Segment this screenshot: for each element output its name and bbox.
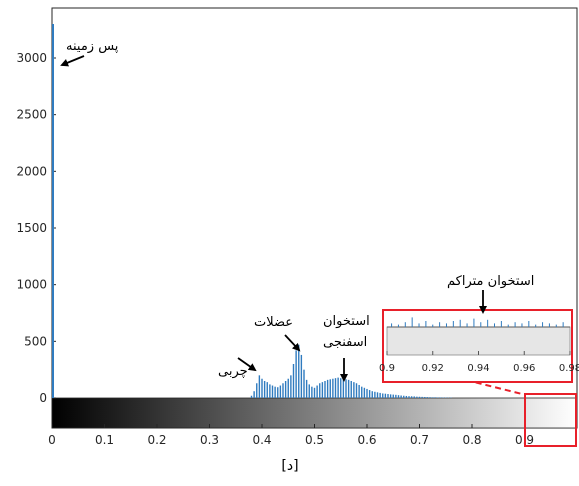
x-tick-label: 0 [48, 433, 56, 447]
annotation-fat: چربی [218, 364, 248, 379]
y-tick-label: 0 [39, 391, 47, 405]
inset-x-tick-label: 0.92 [422, 363, 444, 374]
zoom-inset: 0.9 0.92 0.94 0.96 0.98 [379, 309, 579, 383]
y-tick-label: 1500 [16, 221, 47, 235]
annotation-dense-bone: استخوان متراکم [447, 274, 534, 289]
annotation-muscle: عضلات [254, 315, 293, 330]
annotation-spongy-bone-line1: استخوان [323, 314, 370, 329]
arrow-background [60, 55, 85, 67]
x-axis: 0 0.1 0.2 0.3 0.4 0.5 0.6 0.7 0.8 0.9 [48, 424, 534, 447]
histogram-bars [52, 24, 452, 398]
inset-x-axis: 0.9 0.92 0.94 0.96 0.98 [379, 351, 579, 374]
y-tick-label: 2000 [16, 164, 47, 178]
x-tick-label: 0.5 [305, 433, 324, 447]
inset-histogram-bars [391, 317, 564, 327]
y-tick-label: 500 [24, 334, 47, 348]
colorbar [51, 397, 578, 429]
annotation-background: پس زمینه [66, 39, 119, 54]
x-tick-label: 0.6 [357, 433, 376, 447]
x-tick-label: 0.2 [147, 433, 166, 447]
inset-x-tick-label: 0.98 [559, 363, 579, 374]
arrow-muscle [284, 334, 301, 352]
x-tick-label: 0.8 [462, 433, 481, 447]
annotation-spongy-bone-line2: اسفنجی [323, 335, 367, 350]
y-tick-label: 3000 [16, 51, 47, 65]
x-tick-label: 0.7 [410, 433, 429, 447]
arrow-fat [237, 357, 257, 372]
y-tick-label: 2500 [16, 108, 47, 122]
inset-colorbar [386, 326, 571, 356]
inset-x-tick-label: 0.96 [513, 363, 535, 374]
inset-x-tick-label: 0.9 [379, 363, 395, 374]
y-axis: 0 500 1000 1500 2000 2500 3000 [16, 51, 56, 405]
x-tick-label: 0.1 [95, 433, 114, 447]
x-tick-label: 0.3 [200, 433, 219, 447]
figure-caption: [د] [281, 458, 298, 474]
y-tick-label: 1000 [16, 278, 47, 292]
x-tick-label: 0.4 [252, 433, 271, 447]
zoom-region-box [524, 393, 577, 447]
inset-x-tick-label: 0.94 [467, 363, 489, 374]
